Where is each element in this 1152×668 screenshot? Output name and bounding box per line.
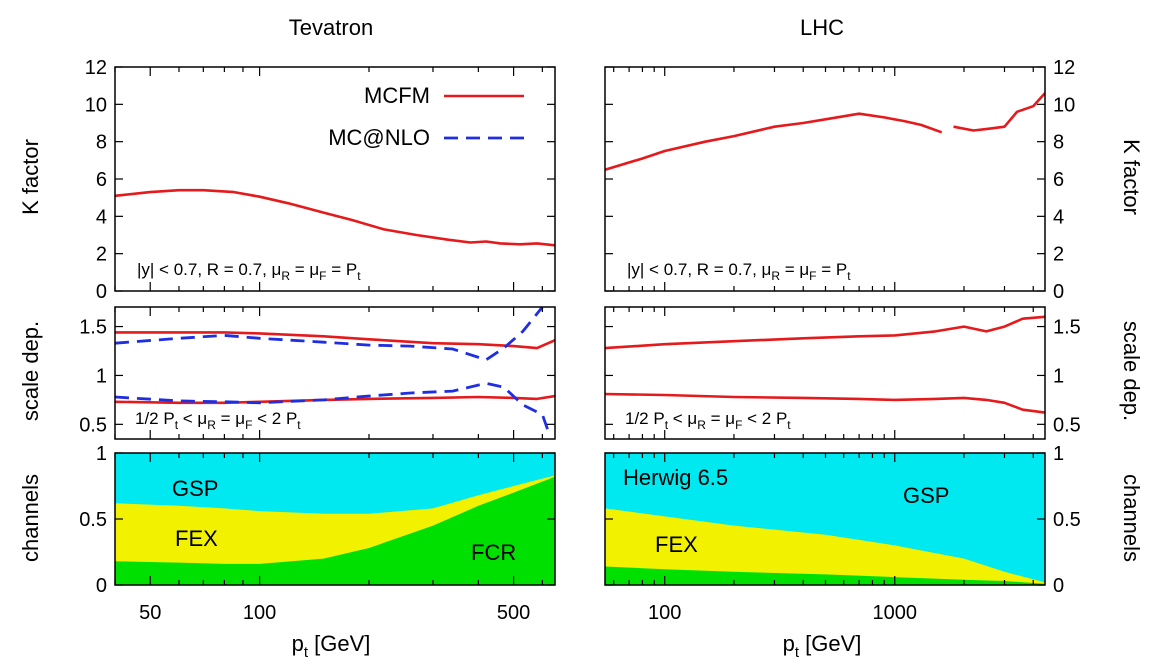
lhc-scale-ytick-label: 1.5: [1053, 317, 1081, 339]
legend-mcfm-label: MCFM: [364, 83, 430, 108]
tev-scale-ytick-label: 1.5: [79, 317, 107, 339]
lhc-xtick-label: 1000: [872, 602, 917, 624]
lhc-channels-ytick-label: 0: [1053, 575, 1064, 597]
lhc-scale-series-mcfm-upper: [605, 315, 1045, 350]
tev-kfactor-ytick-label: 4: [96, 206, 107, 228]
tev-scale-ytick-label: 1: [96, 365, 107, 387]
tev-kfactor-series-mcfm: [115, 188, 555, 247]
lhc-kfactor-ytick-label: 8: [1053, 132, 1064, 154]
tev-kfactor-ytick-label: 6: [96, 169, 107, 191]
lhc-kfactor-series-mcfm: [605, 112, 943, 171]
tev-xtick-label: 50: [139, 602, 161, 624]
tev-scale-ytick-label: 0.5: [79, 414, 107, 436]
lhc-kfactor-ytick-label: 2: [1053, 244, 1064, 266]
tev-xlabel-unit: [GeV]: [308, 631, 370, 656]
tev-channels-ytick-label: 1: [96, 443, 107, 465]
lhc-kfactor-ytick-label: 12: [1053, 57, 1075, 79]
lhc-fcr-area: [605, 566, 1045, 585]
lhc-herwig-label: Herwig 6.5: [623, 465, 728, 490]
tev-kfactor-frame: [114, 66, 556, 292]
lhc-kfactor-ylabel: K factor: [1119, 139, 1144, 215]
tev-channels-ytick-label: 0: [96, 575, 107, 597]
lhc-kfactor-annotation: |y| < 0.7, R = 0.7, μR = μF = Pt: [627, 260, 851, 283]
tev-kfactor-annotation: |y| < 0.7, R = 0.7, μR = μF = Pt: [137, 260, 361, 283]
legend: [444, 94, 524, 140]
lhc-kfactor-series-mcfm-high-pt-: [953, 92, 1045, 132]
lhc-channels-ytick-label: 1: [1053, 443, 1064, 465]
lhc-scale-ytick-label: 0.5: [1053, 414, 1081, 436]
tev-scale-ylabel: scale dep.: [18, 321, 43, 421]
lhc-scale-ytick-label: 1: [1053, 365, 1064, 387]
lhc-xlabel-p: p: [783, 631, 795, 656]
lhc-kfactor-ytick-label: 0: [1053, 281, 1064, 303]
lhc-xlabel-unit: [GeV]: [799, 631, 861, 656]
tev-scale-series-mc-nlo-upper: [115, 307, 544, 362]
lhc-kfactor-ytick-label: 4: [1053, 206, 1064, 228]
tev-xlabel: pt [GeV]: [292, 631, 371, 661]
tev-kfactor-ylabel: K factor: [18, 139, 43, 215]
lhc-title: LHC: [800, 15, 844, 40]
lhc-kfactor-ytick-label: 10: [1053, 94, 1075, 116]
lhc-xlabel-sub: t: [795, 644, 800, 661]
lhc-xlabel: pt [GeV]: [783, 631, 862, 661]
tev-kfactor-ytick-label: 10: [85, 94, 107, 116]
tev-fex-label: FEX: [175, 526, 218, 551]
lhc-kfactor-ytick-label: 6: [1053, 169, 1064, 191]
tev-kfactor-ytick-label: 0: [96, 281, 107, 303]
legend-mcnlo-label: MC@NLO: [328, 125, 430, 150]
lhc-channels-ytick-label: 0.5: [1053, 509, 1081, 531]
tev-gsp-label: GSP: [172, 476, 218, 501]
tev-xtick-label: 500: [497, 602, 530, 624]
tevatron-title: Tevatron: [289, 15, 373, 40]
lhc-scale-annotation: 1/2 Pt < μR = μF < 2 Pt: [625, 409, 791, 432]
lhc-gsp-label: GSP: [903, 483, 949, 508]
tev-xlabel-sub: t: [304, 644, 309, 661]
lhc-fex-label: FEX: [655, 532, 698, 557]
tev-kfactor-ytick-label: 12: [85, 57, 107, 79]
tev-scale-frame: [114, 306, 556, 440]
tev-xlabel-p: p: [292, 631, 304, 656]
lhc-fex-area: [605, 508, 1045, 585]
tev-xtick-label: 100: [243, 602, 276, 624]
tev-channels-ytick-label: 0.5: [79, 509, 107, 531]
tev-kfactor-ytick-label: 2: [96, 244, 107, 266]
lhc-scale-ylabel: scale dep.: [1119, 321, 1144, 421]
tev-fcr-area: [115, 476, 555, 585]
lhc-xtick-label: 100: [648, 602, 681, 624]
tev-fcr-label: FCR: [471, 540, 516, 565]
tev-kfactor-ytick-label: 8: [96, 132, 107, 154]
lhc-scale-series-mcfm-lower: [605, 392, 1045, 414]
tev-scale-annotation: 1/2 Pt < μR = μF < 2 Pt: [135, 409, 301, 432]
tev-channels-ylabel: channels: [18, 474, 43, 562]
lhc-kfactor-frame: [604, 66, 1046, 292]
lhc-channels-ylabel: channels: [1119, 474, 1144, 562]
tev-scale-series-mcfm-upper: [115, 331, 555, 350]
tev-scale-series-mc-nlo-lower: [115, 381, 549, 430]
